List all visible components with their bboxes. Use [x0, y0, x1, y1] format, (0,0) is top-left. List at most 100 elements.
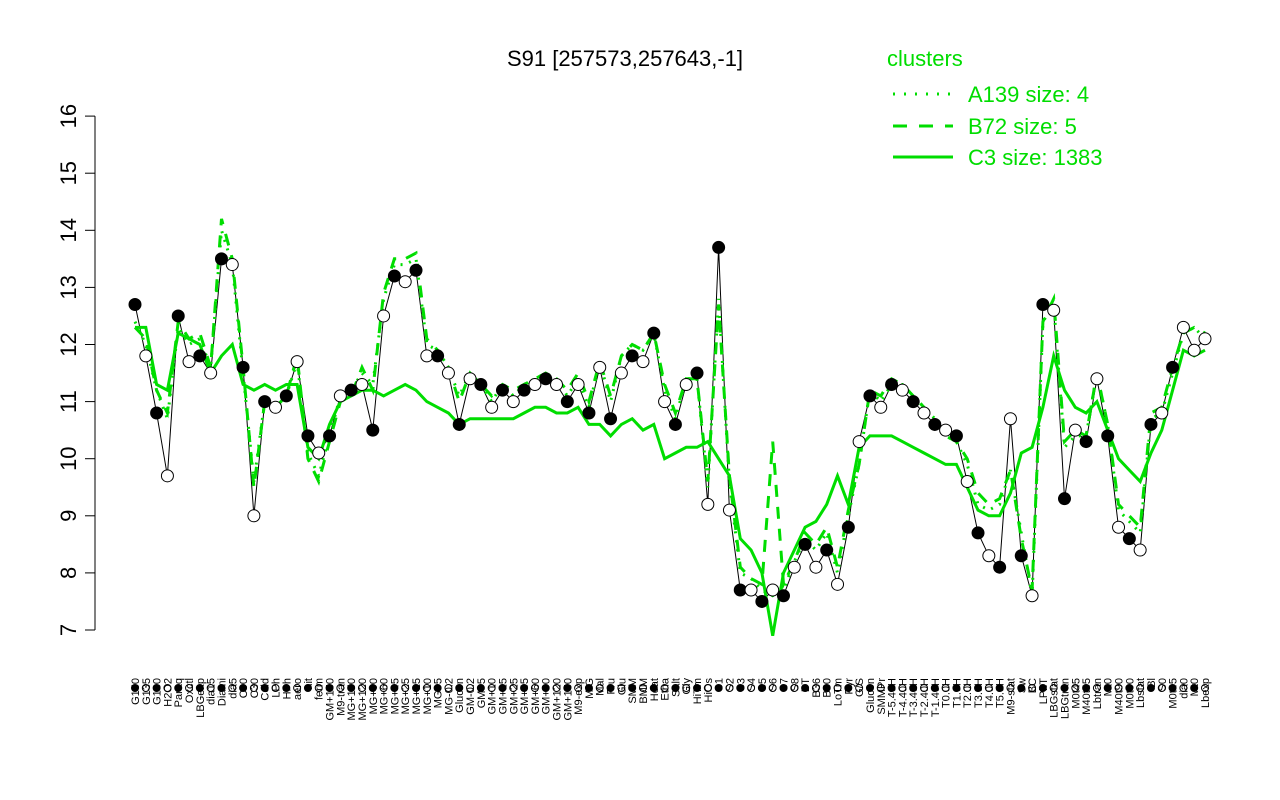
x-rug-marker — [249, 684, 258, 692]
x-rug-marker — [1157, 684, 1166, 692]
x-tick-label: S5 — [757, 678, 769, 691]
data-point — [971, 526, 985, 540]
x-tick-label: MG+5 — [433, 678, 445, 708]
x-tick-label: S4 — [746, 678, 758, 691]
x-rug-marker — [1146, 684, 1155, 692]
x-tick-label: LPh — [271, 678, 283, 698]
x-tick-label: Lbtran — [1092, 678, 1104, 709]
x-tick-label: GM+150 — [562, 678, 574, 721]
x-tick-label: M40t90 — [1114, 678, 1126, 715]
x-rug-marker — [898, 684, 907, 692]
data-point — [614, 366, 628, 380]
x-rug-marker — [1049, 684, 1058, 692]
x-tick-label: M0t45 — [1168, 678, 1180, 709]
x-tick-label: GM+25 — [508, 678, 520, 714]
x-rug-marker — [520, 684, 529, 692]
x-rug-marker — [844, 684, 853, 692]
x-rug-marker — [336, 684, 345, 692]
x-tick-label: BMM — [638, 678, 650, 704]
x-rug-marker — [293, 684, 302, 692]
x-tick-label: T-5.40H — [887, 678, 899, 717]
data-point — [571, 377, 585, 391]
x-tick-label: aero — [292, 678, 304, 700]
data-point — [1057, 492, 1071, 506]
legend-c3-label: C3 size: 1383 — [968, 145, 1103, 170]
x-rug-marker — [790, 684, 799, 692]
data-point — [852, 435, 866, 449]
data-point — [593, 360, 607, 374]
data-point — [431, 349, 445, 363]
data-point — [182, 355, 196, 369]
x-tick-label: MG+120 — [357, 678, 369, 721]
x-tick-label: Cold — [260, 678, 272, 701]
data-point — [463, 372, 477, 386]
y-tick-label: 8 — [56, 567, 81, 579]
x-tick-label: T1.0H — [951, 678, 963, 708]
data-point — [506, 395, 520, 409]
data-point — [809, 560, 823, 574]
data-point — [939, 423, 953, 437]
x-rug-marker — [487, 684, 496, 692]
x-tick-label: Glucon — [454, 678, 466, 713]
x-rug-marker — [368, 684, 377, 692]
x-rug-marker — [1114, 684, 1123, 692]
data-connector-line — [134, 247, 1206, 603]
data-point — [658, 395, 672, 409]
data-point — [1166, 360, 1180, 374]
data-point — [214, 252, 228, 266]
x-rug-marker — [1179, 684, 1188, 692]
data-point — [1122, 532, 1136, 546]
x-rug-marker — [1190, 684, 1199, 692]
x-tick-label: T5.0H — [995, 678, 1007, 708]
legend-title: clusters — [887, 46, 963, 71]
data-point — [1014, 549, 1028, 563]
x-tick-label: MG-0.2 — [443, 678, 455, 715]
x-tick-label: nit — [303, 678, 315, 690]
x-tick-label: B60 — [822, 678, 834, 698]
data-point — [312, 446, 326, 460]
x-tick-label: T4.0H — [984, 678, 996, 708]
x-rug-marker — [736, 684, 745, 692]
legend-b72-label: B72 size: 5 — [968, 114, 1077, 139]
x-tick-label: T2.0H — [962, 678, 974, 708]
data-point — [787, 560, 801, 574]
x-rug-marker — [1028, 684, 1037, 692]
x-tick-label: M0t45 — [1070, 678, 1082, 709]
data-point — [539, 372, 553, 386]
x-rug-marker — [433, 684, 442, 692]
x-tick-label: MG+45 — [389, 678, 401, 714]
x-rug-marker — [617, 684, 626, 692]
x-rug-marker — [498, 684, 507, 692]
x-tick-label: M/G — [584, 678, 596, 699]
x-rug-marker — [271, 684, 280, 692]
x-rug-marker — [584, 684, 593, 692]
x-tick-label: GM+45 — [519, 678, 531, 714]
y-tick-label: 15 — [56, 161, 81, 185]
x-rug-marker — [131, 684, 139, 692]
x-tick-label: M0t90 — [1124, 678, 1136, 709]
y-tick-label: 9 — [56, 510, 81, 522]
x-tick-label: GM+120 — [552, 678, 564, 721]
x-rug-marker — [833, 684, 842, 692]
chart-title: S91 [257573,257643,-1] — [507, 46, 743, 71]
data-point — [495, 383, 509, 397]
x-rug-marker — [747, 684, 756, 692]
data-point — [820, 543, 834, 557]
x-rug-marker — [314, 684, 323, 692]
x-rug-marker — [811, 684, 820, 692]
data-point — [441, 366, 455, 380]
x-tick-label: HPh — [281, 678, 293, 699]
x-rug-marker — [509, 684, 518, 692]
data-point — [355, 377, 369, 391]
x-rug-marker — [455, 684, 464, 692]
x-tick-label: T-1.40H — [930, 678, 942, 717]
data-point — [323, 429, 337, 443]
data-point — [982, 549, 996, 563]
data-point — [301, 429, 315, 443]
x-tick-label: MG+60 — [379, 678, 391, 714]
data-point — [1176, 320, 1190, 334]
data-point — [906, 395, 920, 409]
x-tick-label: dia5 — [227, 678, 239, 699]
x-rug-marker — [217, 684, 226, 692]
data-point — [776, 589, 790, 603]
